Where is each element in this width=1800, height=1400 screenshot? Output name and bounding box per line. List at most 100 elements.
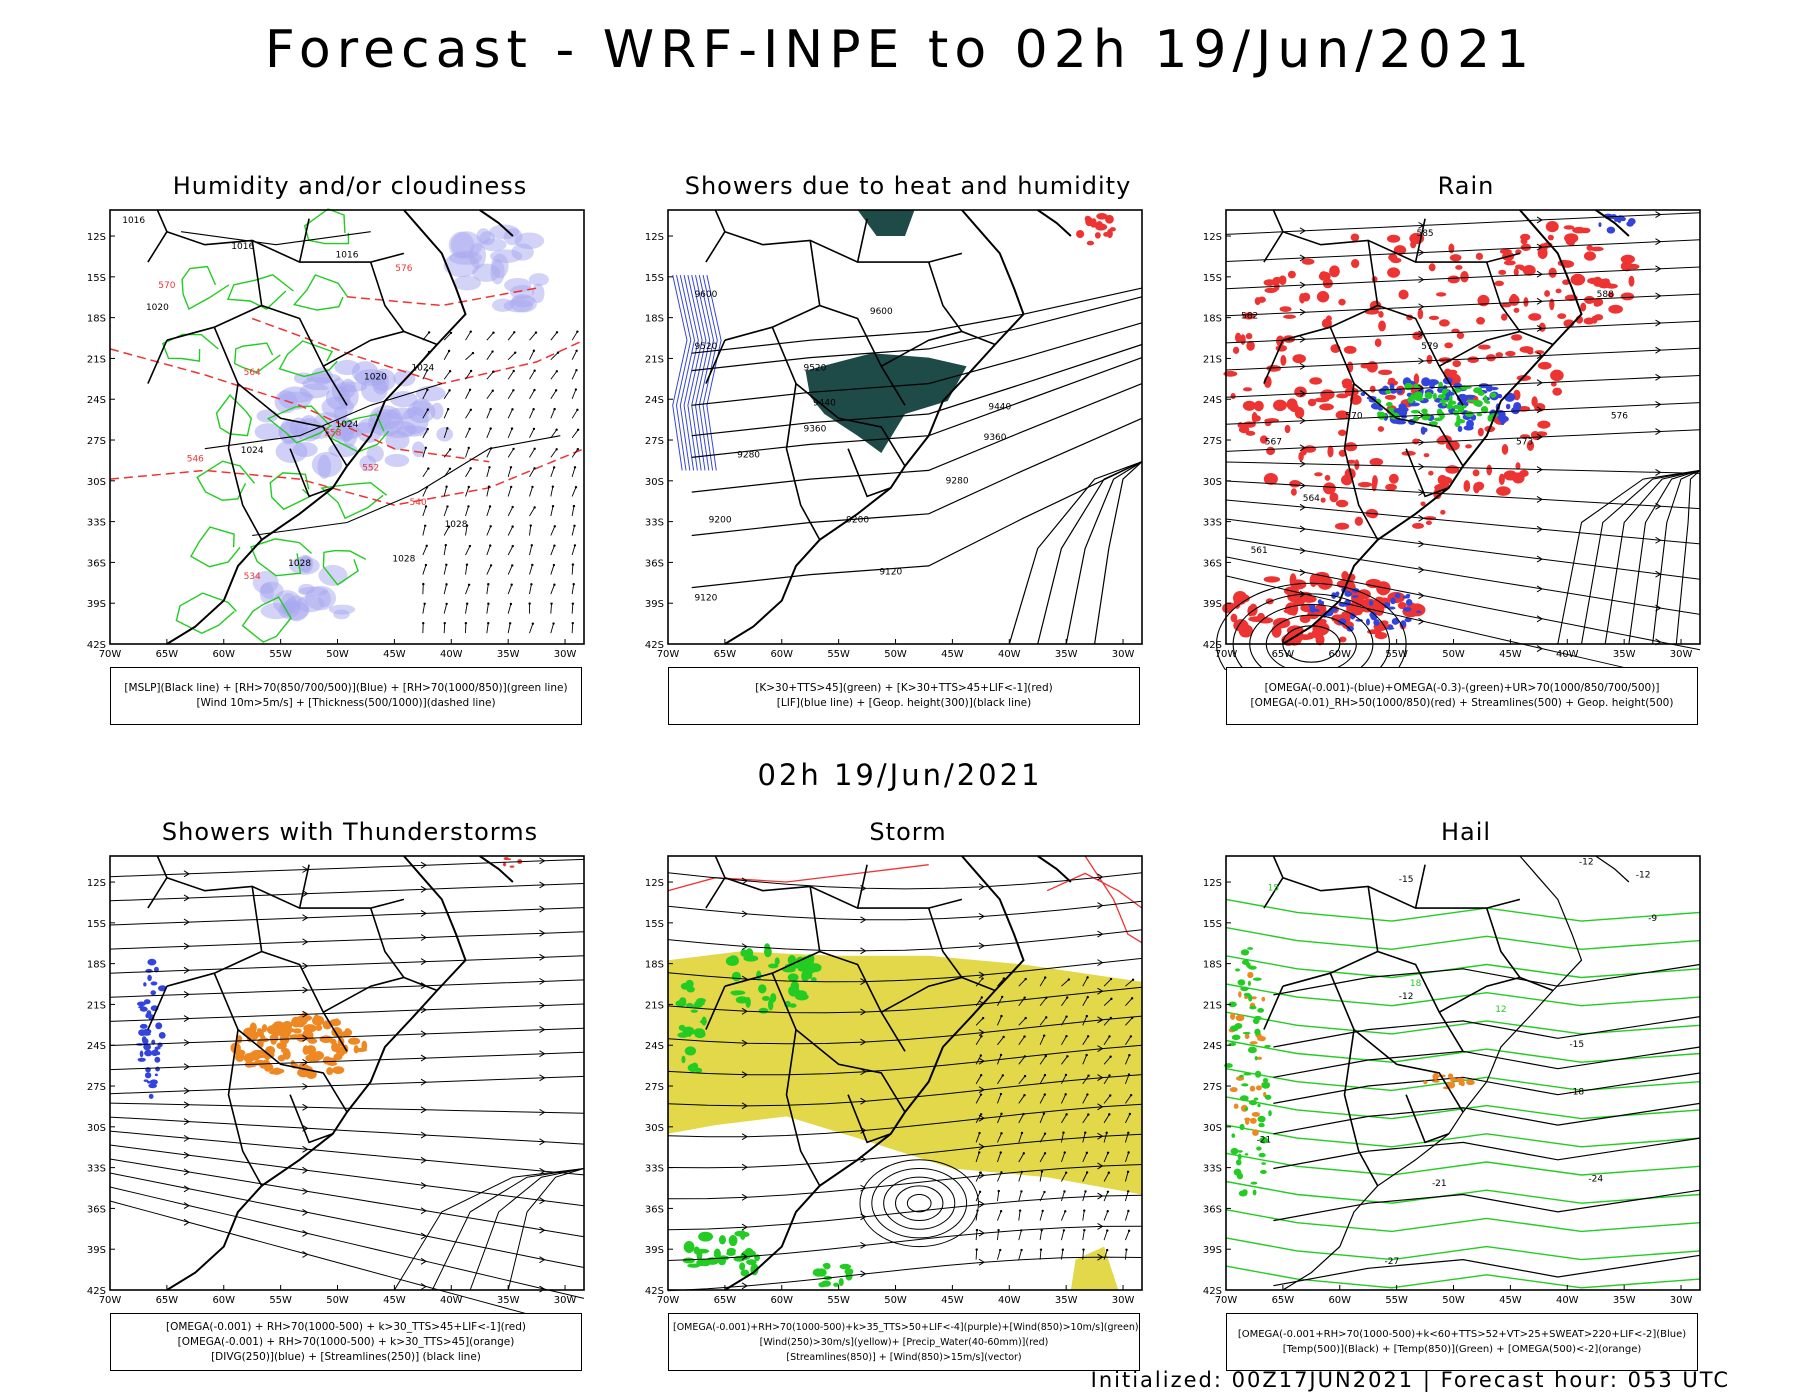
wind850-green-area xyxy=(758,1007,769,1014)
wind-vector xyxy=(571,545,576,556)
streamline-arrow xyxy=(741,1133,748,1141)
lon-label: 50W xyxy=(1442,1295,1465,1306)
rain-red-area xyxy=(1583,317,1595,325)
wind-vector xyxy=(975,1132,980,1143)
lat-label: 21S xyxy=(645,1000,664,1011)
wind-vector-head xyxy=(448,370,452,373)
lon-label: 35W xyxy=(497,1295,520,1306)
geopotential-line xyxy=(691,417,1143,537)
wind-vector xyxy=(507,506,514,517)
wind-vector xyxy=(1103,1249,1108,1260)
wind-vector xyxy=(1082,1132,1086,1143)
wind-vector-head xyxy=(1064,1210,1067,1213)
lon-label: 70W xyxy=(99,649,122,660)
streamline-arrow xyxy=(741,1102,748,1110)
wind850-green-area xyxy=(713,1248,721,1259)
streamline-arrow xyxy=(183,990,190,998)
wind-vector-head xyxy=(552,466,556,469)
lif-blue-line xyxy=(675,274,692,471)
contour-label: 567 xyxy=(1265,437,1282,447)
geopotential-line xyxy=(1065,461,1143,645)
rain-green-area xyxy=(1446,403,1453,410)
wind850-green-area xyxy=(695,1248,710,1254)
rain-red-area xyxy=(1417,308,1424,320)
lat-label: 15S xyxy=(87,919,106,930)
wind-vector-head xyxy=(445,485,448,488)
temp850-green-area xyxy=(1252,1189,1257,1196)
contour-label: 9200 xyxy=(846,515,869,525)
streamline-arrow xyxy=(1536,297,1543,305)
lat-label: 27S xyxy=(1203,1082,1222,1093)
streamline-arrow xyxy=(302,1058,309,1066)
wind-vector-head xyxy=(976,1209,979,1212)
rain-red-area xyxy=(1444,342,1453,349)
lif-blue-line xyxy=(679,274,696,471)
legend-hail: [OMEGA(-0.001+RH>70(1000-500)+k<60+TTS>5… xyxy=(1226,1313,1698,1371)
temp850-green-contour xyxy=(1225,1265,1701,1289)
state-border xyxy=(1405,1094,1450,1144)
wind-vector-head xyxy=(1087,1113,1090,1116)
wind-vector xyxy=(1125,1036,1132,1046)
wind-vector-head xyxy=(1127,1209,1130,1213)
wind-vector-head xyxy=(1084,1190,1087,1193)
wind-vector xyxy=(1103,1056,1111,1065)
wind850-green-area xyxy=(774,957,780,965)
legend-line: [K>30+TTS>45](green) + [K>30+TTS>45+LIF<… xyxy=(755,682,1053,694)
thunderstorm-orange-area xyxy=(287,1028,296,1033)
wind-vector-head xyxy=(1040,1229,1043,1232)
panel-title-rain: Rain xyxy=(1437,172,1495,200)
contour-label: 582 xyxy=(1241,312,1258,322)
wind-vector xyxy=(465,331,472,341)
wind850-green-area xyxy=(731,971,742,982)
streamline-arrow xyxy=(539,1256,546,1264)
omega-orange-area xyxy=(1244,1033,1250,1040)
rain-red-area xyxy=(1435,292,1447,297)
contour-label: 1016 xyxy=(231,242,254,252)
rain-red-area xyxy=(1350,258,1360,269)
divergence-blue-area xyxy=(150,981,158,986)
streamline-arrow xyxy=(420,958,427,966)
wind-vector-head xyxy=(1061,1248,1065,1251)
wind-vector-head xyxy=(532,349,536,352)
lon-label: 50W xyxy=(326,1295,349,1306)
rain-red-area xyxy=(1387,267,1401,278)
wind-vector xyxy=(1061,1056,1068,1065)
rh-blue-area xyxy=(450,231,483,259)
wind-vector-head xyxy=(469,467,472,470)
lat-label: 18S xyxy=(1203,960,1222,971)
wind-vector-head xyxy=(529,524,532,527)
wind-vector-head xyxy=(576,447,580,451)
streamline-arrow xyxy=(539,905,546,913)
wind-vector-head xyxy=(978,1190,982,1194)
wind-vector xyxy=(1125,997,1133,1007)
rain-red-area xyxy=(1498,269,1507,275)
streamline-arrow xyxy=(1655,428,1662,435)
temp500-black-contour xyxy=(1273,1102,1701,1135)
geopotential-line xyxy=(691,322,1143,406)
streamline-arrow xyxy=(978,1029,985,1036)
wind-vector xyxy=(422,428,429,439)
state-border xyxy=(724,304,821,341)
coastline xyxy=(1282,855,1583,1291)
rain-red-area xyxy=(1496,486,1511,496)
thickness-dashed-line xyxy=(109,348,490,463)
wind-vector-head xyxy=(1106,1210,1109,1213)
wind-vector-head xyxy=(1086,976,1089,979)
contour-label: 9280 xyxy=(946,476,969,486)
precip-water-red-line xyxy=(1084,855,1143,944)
state-border xyxy=(147,339,168,384)
wind-vector xyxy=(1018,1230,1022,1241)
lat-label: 30S xyxy=(87,477,106,488)
wind-vector xyxy=(1039,1074,1046,1085)
wind-vector xyxy=(507,370,515,380)
rh-green-contour xyxy=(241,596,292,643)
wind-vector-head xyxy=(422,621,425,625)
lat-label: 24S xyxy=(645,395,664,406)
streamline-arrow xyxy=(1536,585,1543,593)
contour-label: 1016 xyxy=(122,216,145,226)
state-border xyxy=(227,383,263,541)
streamline-arrow xyxy=(420,1283,427,1290)
wind-vector-head xyxy=(424,446,427,450)
streamline-850 xyxy=(667,900,1143,921)
rain-blue-area xyxy=(1405,598,1413,606)
